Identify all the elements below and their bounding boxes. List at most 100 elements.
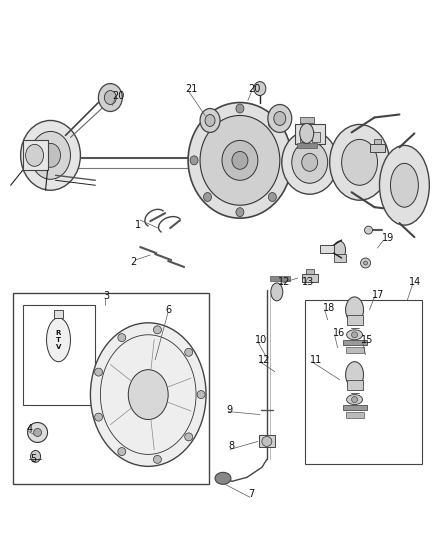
Ellipse shape (200, 116, 280, 205)
Ellipse shape (342, 140, 378, 185)
Text: 12: 12 (258, 354, 270, 365)
Text: 18: 18 (323, 303, 335, 313)
Text: 1: 1 (135, 220, 141, 230)
Bar (306, 269, 314, 274)
Bar (346, 411, 364, 417)
Bar (53, 310, 64, 318)
Text: 8: 8 (228, 441, 234, 451)
Ellipse shape (310, 148, 330, 172)
Text: 7: 7 (248, 489, 254, 499)
Ellipse shape (282, 131, 338, 194)
Bar (334, 254, 346, 262)
Text: 15: 15 (360, 335, 373, 345)
Text: 14: 14 (410, 277, 422, 287)
Text: 10: 10 (255, 335, 267, 345)
Ellipse shape (346, 330, 363, 340)
Ellipse shape (222, 140, 258, 180)
Ellipse shape (31, 132, 71, 179)
Bar (302, 274, 318, 282)
Text: 3: 3 (103, 291, 110, 301)
Bar (297, 143, 317, 148)
Ellipse shape (268, 192, 276, 201)
Ellipse shape (390, 163, 418, 207)
Ellipse shape (346, 394, 363, 405)
Ellipse shape (188, 102, 292, 218)
Ellipse shape (300, 124, 314, 143)
Bar (312, 132, 320, 142)
Ellipse shape (200, 109, 220, 132)
Ellipse shape (236, 208, 244, 216)
Text: 12: 12 (278, 277, 290, 287)
Wedge shape (404, 162, 429, 209)
Bar (346, 315, 363, 325)
Ellipse shape (364, 261, 367, 265)
Ellipse shape (185, 349, 193, 356)
Bar (343, 405, 367, 409)
Ellipse shape (25, 144, 43, 166)
Ellipse shape (364, 226, 372, 234)
Ellipse shape (268, 119, 276, 128)
Ellipse shape (204, 192, 212, 201)
Text: 21: 21 (185, 84, 198, 94)
Text: 11: 11 (310, 354, 322, 365)
Ellipse shape (379, 146, 429, 225)
Ellipse shape (104, 91, 117, 104)
Ellipse shape (28, 423, 48, 442)
Ellipse shape (185, 433, 193, 441)
Ellipse shape (346, 297, 364, 323)
Ellipse shape (282, 156, 290, 165)
Text: 17: 17 (371, 290, 384, 300)
Ellipse shape (352, 332, 357, 338)
Ellipse shape (205, 115, 215, 126)
Ellipse shape (292, 141, 328, 183)
Ellipse shape (90, 323, 206, 466)
Ellipse shape (95, 368, 102, 376)
Bar (295, 124, 325, 144)
Ellipse shape (254, 82, 266, 95)
Text: 5: 5 (31, 455, 37, 464)
Ellipse shape (274, 111, 286, 125)
Ellipse shape (232, 151, 248, 169)
Ellipse shape (346, 362, 364, 387)
Ellipse shape (118, 448, 126, 456)
Bar (300, 132, 308, 142)
Bar (305, 300, 422, 464)
Ellipse shape (41, 143, 60, 167)
Wedge shape (360, 136, 389, 188)
Ellipse shape (128, 370, 168, 419)
Text: R
T
V: R T V (56, 330, 61, 350)
Text: 20: 20 (112, 91, 125, 101)
Text: 6: 6 (165, 305, 171, 315)
Bar (300, 117, 314, 124)
Ellipse shape (95, 413, 102, 421)
Bar (370, 144, 385, 152)
Ellipse shape (34, 429, 42, 437)
Ellipse shape (46, 318, 71, 362)
Ellipse shape (31, 450, 41, 462)
Text: 20: 20 (248, 84, 260, 94)
Text: 19: 19 (381, 233, 394, 243)
Ellipse shape (153, 326, 161, 334)
Ellipse shape (302, 154, 318, 171)
Ellipse shape (118, 334, 126, 342)
Ellipse shape (330, 124, 389, 200)
Ellipse shape (99, 84, 122, 111)
Bar (374, 140, 381, 144)
Ellipse shape (197, 391, 205, 399)
Ellipse shape (190, 156, 198, 165)
Ellipse shape (236, 104, 244, 113)
Bar (259, 435, 275, 447)
Text: 9: 9 (226, 405, 232, 415)
Bar (320, 245, 334, 253)
Ellipse shape (262, 437, 272, 447)
Bar (270, 276, 290, 281)
Bar (346, 379, 363, 390)
Ellipse shape (204, 119, 212, 128)
Text: 4: 4 (27, 424, 33, 434)
Ellipse shape (334, 241, 346, 259)
Text: 2: 2 (130, 257, 137, 267)
Ellipse shape (271, 283, 283, 301)
Bar (343, 340, 367, 345)
Bar (23, 305, 95, 405)
Ellipse shape (352, 397, 357, 402)
